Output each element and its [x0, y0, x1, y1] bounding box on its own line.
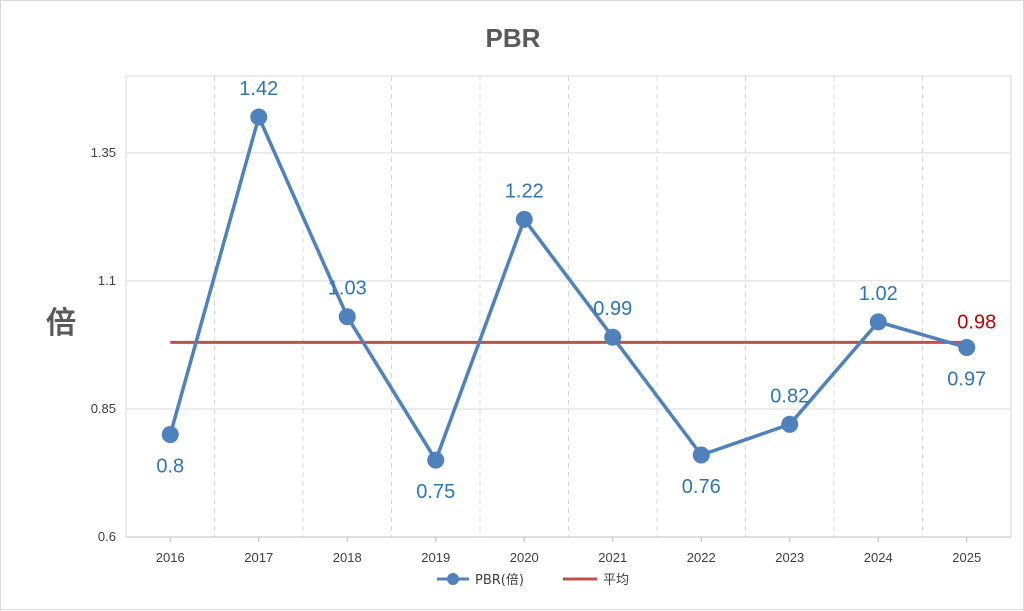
pbr-data-label: 0.99 [593, 298, 632, 320]
pbr-data-label: 0.82 [770, 385, 809, 407]
axes: 0.6 0.85 1.1 1.35 2016 2017 2018 2019 2020 2021 20… [91, 145, 1011, 565]
x-tick-label: 2020 [510, 550, 539, 565]
x-tick-label: 2018 [333, 550, 362, 565]
pbr-data-label: 0.97 [947, 368, 986, 390]
x-tick-label: 2016 [156, 550, 185, 565]
plot-area [161, 108, 976, 469]
pbr-data-label: 0.8 [156, 456, 184, 478]
x-tick-label: 2022 [687, 550, 716, 565]
y-axis-label: 倍 [46, 306, 76, 341]
pbr-point [161, 426, 179, 444]
y-tick-label: 1.35 [91, 145, 116, 160]
pbr-point [604, 328, 622, 346]
data-labels: 0.8 1.42 1.03 0.75 1.22 0.99 0.76 0.82 1.02 0.97 0… [156, 78, 996, 503]
pbr-point [338, 308, 356, 326]
pbr-data-label: 0.76 [682, 476, 721, 498]
pbr-point [869, 313, 887, 331]
pbr-point [958, 338, 976, 356]
pbr-data-label: 0.75 [416, 481, 455, 503]
x-tick-label: 2019 [421, 550, 450, 565]
x-tick-label: 2021 [598, 550, 627, 565]
x-tick-label: 2023 [775, 550, 804, 565]
x-tick-label: 2024 [864, 550, 893, 565]
pbr-point [515, 210, 533, 228]
pbr-point [781, 415, 799, 433]
y-tick-label: 0.85 [91, 401, 116, 416]
pbr-data-label: 1.42 [239, 78, 278, 100]
legend-pbr-marker [447, 573, 459, 585]
y-tick-label: 0.6 [98, 529, 116, 544]
pbr-point [692, 446, 710, 464]
y-tick-label: 1.1 [98, 273, 116, 288]
x-tick-label: 2025 [952, 550, 981, 565]
chart-title: PBR [486, 23, 541, 53]
legend-pbr-label: PBR(倍) [475, 573, 524, 588]
pbr-point [250, 108, 268, 126]
gridlines [125, 75, 1012, 538]
pbr-data-label: 1.02 [859, 283, 898, 305]
legend: PBR(倍) 平均 [437, 573, 629, 588]
average-data-label: 0.98 [957, 311, 996, 333]
pbr-data-label: 1.22 [505, 180, 544, 202]
x-tick-label: 2017 [244, 550, 273, 565]
pbr-series-line [168, 115, 968, 462]
pbr-point [427, 451, 445, 469]
legend-average-label: 平均 [603, 573, 629, 588]
pbr-data-label: 1.03 [328, 278, 367, 300]
